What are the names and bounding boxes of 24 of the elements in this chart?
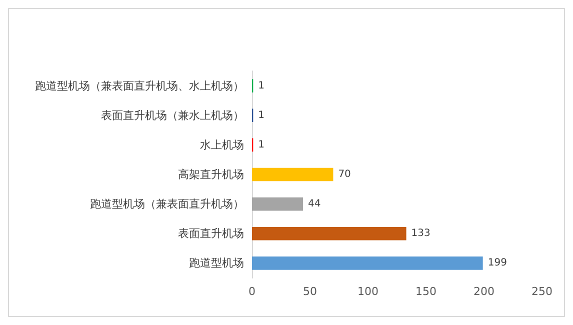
y-tick-label: 表面直升机场（兼水上机场） (101, 108, 244, 122)
y-tick-label: 水上机场 (200, 138, 244, 152)
data-label: 44 (308, 198, 321, 210)
data-label: 1 (258, 139, 265, 150)
x-tick-label: 200 (474, 285, 494, 298)
data-label: 1 (258, 110, 265, 121)
x-tick-label: 150 (416, 285, 436, 298)
bar (252, 256, 483, 270)
data-label: 70 (338, 169, 351, 180)
x-tick-label: 250 (532, 285, 552, 298)
x-tick-label: 100 (358, 285, 378, 298)
data-label: 1 (258, 80, 265, 92)
x-tick-label: 0 (248, 285, 256, 298)
x-tick-label: 50 (303, 285, 317, 298)
data-label: 133 (411, 228, 430, 240)
y-tick-label: 跑道型机场（兼表面直升机场） (90, 198, 244, 211)
data-label: 199 (488, 258, 507, 269)
y-tick-label: 跑道型机场（兼表面直升机场、水上机场） (35, 79, 244, 92)
bar (252, 197, 304, 211)
y-tick-label: 跑道型机场 (189, 256, 244, 270)
bar (252, 226, 406, 240)
y-tick-label: 表面直升机场 (178, 227, 244, 240)
y-tick-label: 高架直升机场 (178, 168, 244, 181)
bar (252, 168, 334, 182)
